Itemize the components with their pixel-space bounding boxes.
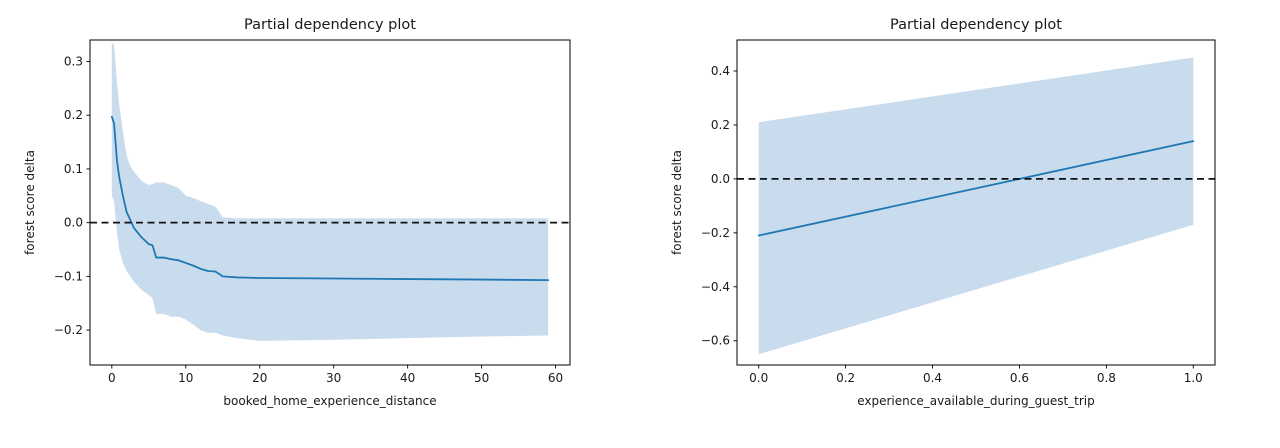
- x-tick-label: 20: [252, 371, 267, 385]
- x-tick-label: 0.8: [1097, 371, 1116, 385]
- x-tick-label: 60: [548, 371, 563, 385]
- chart-title: Partial dependency plot: [890, 17, 1062, 33]
- y-tick-label: 0.0: [64, 216, 83, 230]
- y-tick-label: 0.2: [711, 118, 730, 132]
- x-tick-label: 50: [474, 371, 489, 385]
- y-tick-label: 0.4: [711, 64, 730, 78]
- y-tick-label: −0.4: [701, 280, 730, 294]
- y-axis-label: forest score delta: [23, 150, 37, 255]
- y-tick-label: 0.1: [64, 162, 83, 176]
- confidence-band: [758, 57, 1194, 355]
- y-tick-label: −0.1: [54, 269, 83, 283]
- x-tick-label: 10: [178, 371, 193, 385]
- partial-dependence-line: [757, 140, 1195, 237]
- pdp-chart-left: 0.3 0.2 0.1 0.0 −0.1 −0.2 0 10 20 30 40 50 60 Partial…: [23, 17, 571, 408]
- axes-spines: [89, 39, 571, 366]
- axes-spines: [736, 39, 1216, 366]
- y-tick-label: 0.0: [711, 172, 730, 186]
- x-tick-label: 0: [108, 371, 116, 385]
- confidence-band: [111, 42, 549, 341]
- y-tick-label: −0.6: [701, 334, 730, 348]
- x-tick-label: 0.6: [1010, 371, 1029, 385]
- x-tick-label: 1.0: [1184, 371, 1203, 385]
- x-tick-label: 0.0: [749, 371, 768, 385]
- pdp-chart-right: 0.4 0.2 0.0 −0.2 −0.4 −0.6 0.0 0.2 0.4 0.6 0.8 1.0 P…: [670, 17, 1216, 408]
- x-axis-label: booked_home_experience_distance: [223, 394, 436, 408]
- y-axis-label: forest score delta: [670, 150, 684, 255]
- x-axis-label: experience_available_during_guest_trip: [857, 394, 1095, 408]
- x-tick-label: 0.4: [923, 371, 942, 385]
- y-tick-label: 0.3: [64, 54, 83, 68]
- x-tick-label: 0.2: [836, 371, 855, 385]
- y-tick-label: 0.2: [64, 108, 83, 122]
- x-tick-label: 40: [400, 371, 415, 385]
- y-tick-label: −0.2: [701, 226, 730, 240]
- partial-dependence-line: [110, 115, 550, 282]
- chart-title: Partial dependency plot: [244, 17, 416, 33]
- x-tick-label: 30: [326, 371, 341, 385]
- y-tick-label: −0.2: [54, 323, 83, 337]
